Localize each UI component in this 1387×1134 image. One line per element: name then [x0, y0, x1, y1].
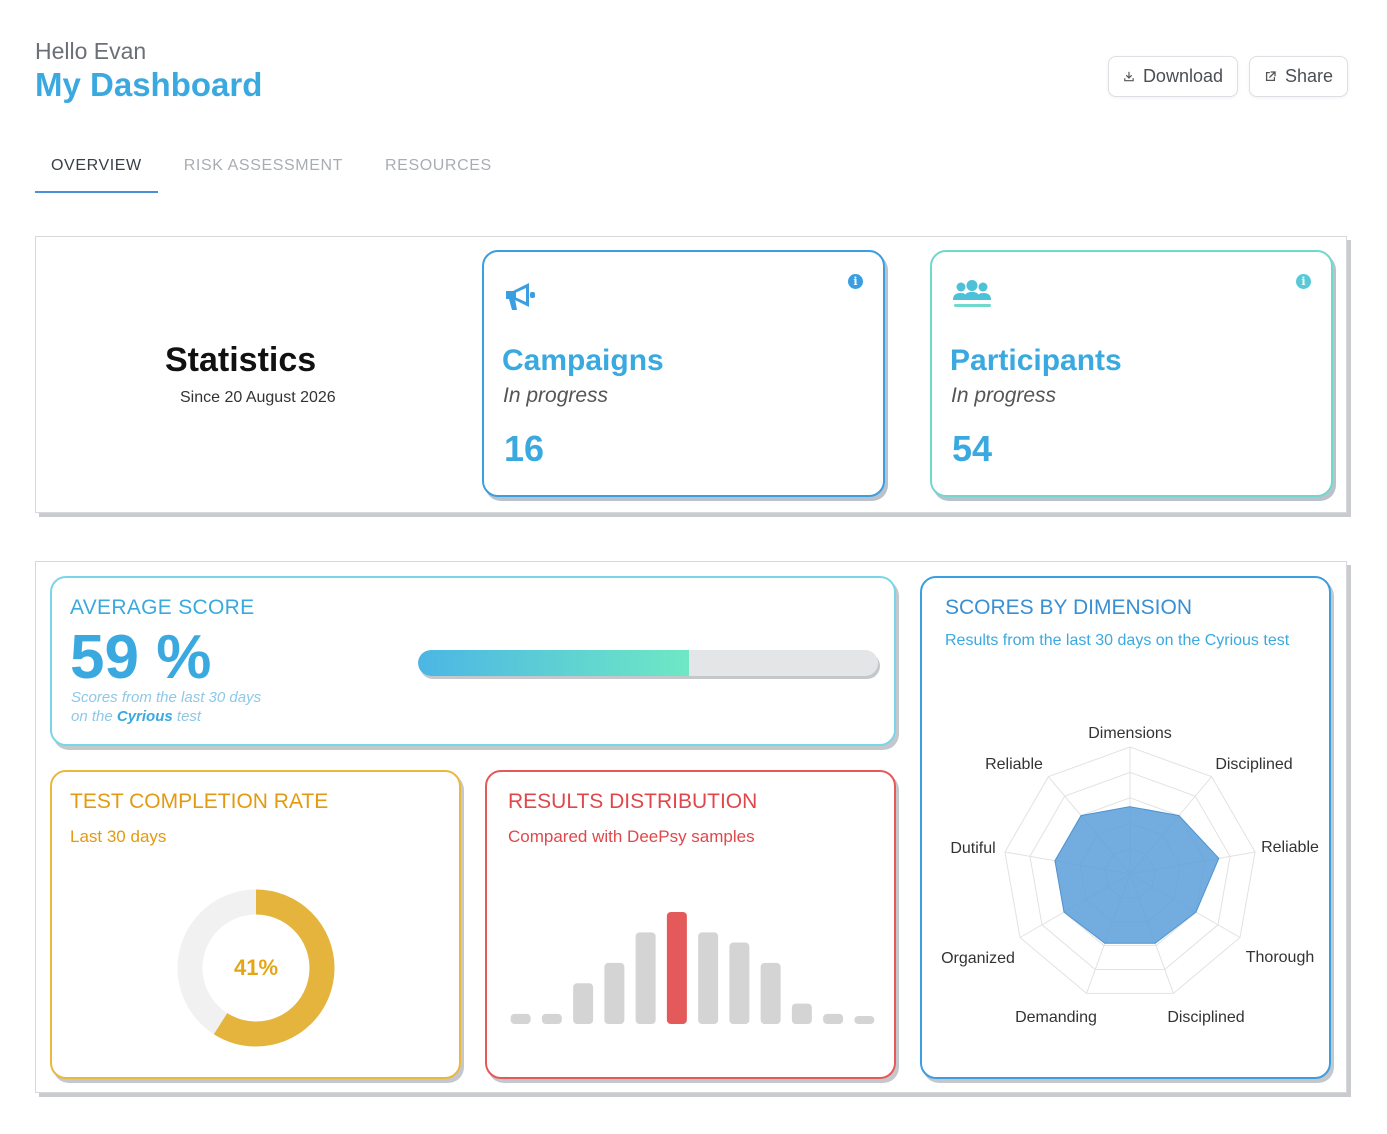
distribution-label: RESULTS DISTRIBUTION	[508, 790, 758, 813]
distribution-subtitle: Compared with DeePsy samples	[508, 827, 755, 846]
tab-bar: OVERVIEW RISK ASSESSMENT RESOURCES	[35, 150, 518, 193]
distribution-card: RESULTS DISTRIBUTION Compared with DeePs…	[485, 770, 896, 1079]
average-score-note: Scores from the last 30 days on the Cyri…	[71, 688, 261, 726]
participants-count: 54	[952, 428, 993, 469]
distribution-bar	[823, 1013, 844, 1024]
distribution-bar	[729, 942, 750, 1024]
average-score-note-prefix: on the	[71, 708, 117, 725]
average-score-note-line1: Scores from the last 30 days	[71, 689, 262, 706]
completion-percent: 41%	[233, 955, 279, 980]
completion-card: TEST COMPLETION RATE Last 30 days 41%	[50, 770, 461, 1079]
completion-label: TEST COMPLETION RATE	[70, 790, 329, 813]
participants-title: Participants	[950, 344, 1122, 377]
download-label: Download	[1142, 66, 1223, 86]
radar-axis-label: Reliable	[985, 756, 1043, 773]
average-score-label: AVERAGE SCORE	[70, 596, 255, 619]
statistics-title: Statistics	[165, 341, 317, 379]
distribution-bar	[541, 1013, 562, 1024]
radar-axis-label: Reliable	[1261, 839, 1319, 856]
radar-label: SCORES BY DIMENSION	[945, 596, 1192, 619]
radar-axis-label: Demanding	[1015, 1009, 1097, 1026]
distribution-bar	[635, 932, 656, 1024]
radar-area	[1054, 806, 1220, 944]
distribution-bar	[604, 962, 625, 1024]
average-score-value: 59 %	[70, 623, 212, 692]
campaigns-status: In progress	[503, 384, 609, 407]
statistics-subtitle: Since 20 August 2026	[180, 389, 336, 406]
tab-overview[interactable]: OVERVIEW	[35, 150, 158, 193]
radar-axis-label: Organized	[941, 950, 1015, 967]
distribution-bar-chart	[510, 912, 875, 1024]
average-score-progress-bar	[418, 650, 878, 676]
share-label: Share	[1284, 66, 1333, 86]
distribution-bar	[510, 1013, 531, 1024]
completion-subtitle: Last 30 days	[70, 827, 167, 846]
radar-chart: Dimensions Disciplined Reliable Thorough Dis…	[941, 725, 1319, 1026]
campaigns-card[interactable]: i Campaigns In progress 16	[482, 250, 885, 497]
greeting: Hello Evan	[35, 38, 147, 64]
average-score-progress-fill	[418, 650, 690, 676]
megaphone-icon	[502, 278, 538, 319]
share-button[interactable]: Share	[1249, 56, 1348, 97]
radar-ring	[1029, 771, 1231, 970]
download-button[interactable]: Download	[1108, 56, 1238, 97]
page-title: My Dashboard	[35, 66, 263, 103]
distribution-bar	[573, 983, 594, 1024]
distribution-bar	[666, 912, 687, 1024]
radar-ring	[1004, 746, 1256, 994]
radar-axis-label: Dimensions	[1088, 725, 1172, 742]
radar-axis-label: Disciplined	[1167, 1009, 1244, 1026]
info-icon[interactable]: i	[1296, 274, 1311, 289]
tab-risk-assessment[interactable]: RISK ASSESSMENT	[183, 157, 344, 174]
distribution-bar	[791, 1003, 812, 1024]
distribution-bar	[854, 1016, 875, 1024]
tab-resources[interactable]: RESOURCES	[385, 157, 492, 174]
download-icon	[1124, 71, 1134, 82]
radar-axis-label: Disciplined	[1215, 756, 1292, 773]
participants-status: In progress	[951, 384, 1057, 407]
radar-card: SCORES BY DIMENSION Results from the las…	[920, 576, 1331, 1079]
radar-axis-label: Thorough	[1246, 949, 1315, 966]
participants-card[interactable]: i Participants In progress 54	[930, 250, 1333, 497]
info-icon[interactable]: i	[848, 274, 863, 289]
external-link-icon	[1265, 71, 1276, 82]
completion-donut-chart	[177, 889, 335, 1047]
average-score-card: AVERAGE SCORE 59 % Scores from the last …	[50, 576, 896, 746]
distribution-bar	[760, 962, 781, 1024]
radar-axis-label: Dutiful	[950, 840, 995, 857]
cyrious-brand: Cyrious	[116, 708, 173, 725]
radar-subtitle: Results from the last 30 days on the Cyr…	[945, 632, 1290, 649]
campaigns-title: Campaigns	[502, 344, 664, 377]
donut-slice-completed	[177, 889, 335, 1047]
distribution-bar	[698, 932, 719, 1024]
users-icon	[950, 278, 994, 319]
campaigns-count: 16	[504, 428, 545, 469]
average-score-note-suffix: test	[172, 708, 202, 725]
